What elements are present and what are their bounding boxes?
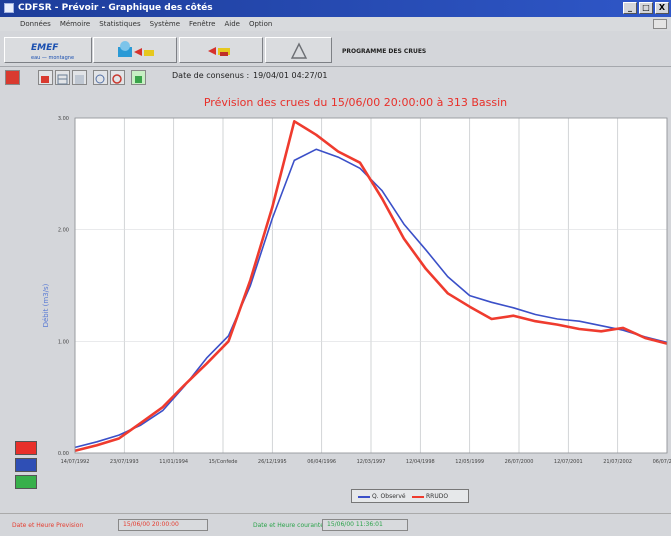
warning-icon [290,42,308,59]
zoom-icon[interactable] [93,70,108,85]
x-tick-label: 14/07/1992 [61,459,90,465]
series-color-green-button[interactable] [15,475,37,489]
x-tick-label: 23/07/1993 [110,459,139,465]
maximize-button[interactable]: □ [639,2,653,14]
chart-area: 14/07/1992 23/07/1993 11/01/1994 15/Confede… [0,88,671,486]
chart-title: Prévision des crues du 15/06/00 20:00:00… [203,96,508,109]
x-tick-label: 15/Confede [209,459,238,465]
logo-button[interactable] [4,37,92,63]
x-tick-label: 26/07/2000 [505,459,534,465]
y-tick-label: 0.00 [58,451,69,457]
x-tick-label: 06/07/2003 [653,459,671,465]
red-tool-icon[interactable] [38,70,53,85]
menu-systeme[interactable]: Système [149,20,181,28]
close-button[interactable]: X [655,2,669,14]
legend-forecast-label: RRUDO [426,493,449,500]
series-color-blue-button[interactable] [15,458,37,472]
transfer-button[interactable] [93,37,177,63]
app-logo-subtitle: eau — montagne [31,55,75,61]
x-tick-label: 12/05/1999 [455,459,484,465]
legend-observed-label: Q. Observé [372,493,406,500]
status-bar: Date et Heure Prevision 15/06/00 20:00:0… [0,513,671,536]
menu-option[interactable]: Option [248,20,273,28]
export-icon[interactable] [131,70,146,85]
main-toolbar [0,31,671,67]
x-tick-label: 12/07/2001 [554,459,583,465]
menu-restore-button[interactable] [653,19,667,29]
consensus-date-label: Date de consenus : [172,71,250,80]
window-title: CDFSR - Prévoir - Graphique des côtés [18,3,213,13]
y-tick-label: 3.00 [58,116,69,122]
series-forecast-line [74,119,668,453]
plot-border [74,117,668,454]
x-tick-label: 26/12/1995 [258,459,287,465]
menu-donnees[interactable]: Données [20,20,51,28]
title-bar: CDFSR - Prévoir - Graphique des côtés _ … [0,0,671,17]
consensus-date-value: 19/04/01 04:27/01 [253,71,328,80]
current-datetime-value: 15/06/00 11:36:01 [322,519,408,531]
print-icon[interactable] [5,70,20,85]
window-controls: _ □ X [623,2,669,14]
current-datetime-label: Date et Heure courante [253,522,324,529]
forecast-datetime-label: Date et Heure Prevision [12,522,84,529]
hydrograph-chart[interactable]: 14/07/1992 23/07/1993 11/01/1994 15/Confede… [0,88,671,486]
forecast-datetime-value: 15/06/00 20:00:00 [118,519,208,531]
menu-memoire[interactable]: Mémoire [59,20,91,28]
menu-aide[interactable]: Aide [224,20,240,28]
y-tick-label: 2.00 [58,228,69,234]
y-axis-label: Débit (m3/s) [42,283,50,327]
alert-button[interactable] [265,37,332,63]
x-tick-label: 06/04/1996 [307,459,336,465]
secondary-toolbar [0,67,671,88]
series-color-red-button[interactable] [15,441,37,455]
arrows-icon [208,47,230,56]
compare-button[interactable] [179,37,263,63]
x-tick-label: 12/04/1998 [406,459,435,465]
chart-legend: Q. Observé RRUDO [351,489,469,503]
program-label: PROGRAMME DES CRUES [342,48,427,55]
menu-fenetre[interactable]: Fenêtre [189,20,216,28]
grid-icon[interactable] [55,70,70,85]
app-logo: EMEF [31,43,59,53]
app-icon [4,3,14,13]
stop-icon[interactable] [110,70,125,85]
menu-statistiques[interactable]: Statistiques [99,20,141,28]
y-tick-label: 1.00 [58,339,69,345]
transfer-icon [118,41,154,57]
x-tick-label: 21/07/2002 [603,459,632,465]
x-tick-label: 12/03/1997 [357,459,386,465]
minimize-button[interactable]: _ [623,2,637,14]
table-icon[interactable] [72,70,87,85]
x-tick-label: 11/01/1994 [159,459,188,465]
menu-bar: Données Mémoire Statistiques Système Fen… [0,17,671,31]
